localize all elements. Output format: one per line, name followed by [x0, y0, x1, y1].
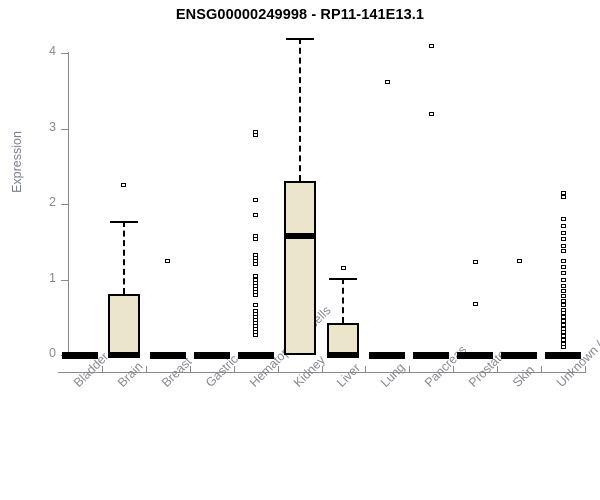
- y-tick-mark: [61, 279, 68, 281]
- plot-area: [70, 48, 585, 363]
- y-tick-label: 4: [49, 44, 56, 58]
- y-tick-mark: [61, 53, 68, 54]
- y-tick-label: 0: [49, 346, 56, 360]
- x-tick-mark: [101, 366, 103, 373]
- x-tick-label: Liver: [334, 360, 364, 390]
- x-tick-mark: [277, 366, 279, 373]
- y-axis-line: [68, 52, 69, 356]
- x-tick-mark: [541, 366, 543, 373]
- y-tick-label: 3: [49, 119, 56, 134]
- x-tick-mark: [453, 366, 455, 373]
- x-tick-mark: [189, 366, 191, 373]
- x-tick-mark: [233, 366, 235, 373]
- y-tick-label: 2: [49, 195, 56, 209]
- chart-title: ENSG00000249998 - RP11-141E13.1: [175, 7, 425, 23]
- x-tick-label: Lung: [378, 360, 408, 390]
- x-tick-mark: [321, 366, 323, 373]
- y-tick-mark: [61, 204, 68, 205]
- x-tick-mark: [409, 366, 411, 373]
- whisker-cap-upper: [285, 37, 314, 40]
- y-tick-mark: [61, 355, 68, 356]
- y-axis-label: Expression: [10, 131, 24, 193]
- x-tick-mark: [145, 366, 147, 373]
- x-tick-mark: [585, 366, 586, 373]
- y-tick-mark: [61, 128, 68, 130]
- x-tick-label: Brain: [114, 359, 146, 390]
- y-tick-label: 1: [49, 270, 56, 285]
- x-tick-label: Skin: [510, 362, 538, 390]
- x-tick-mark: [497, 366, 499, 373]
- x-tick-mark: [365, 366, 367, 373]
